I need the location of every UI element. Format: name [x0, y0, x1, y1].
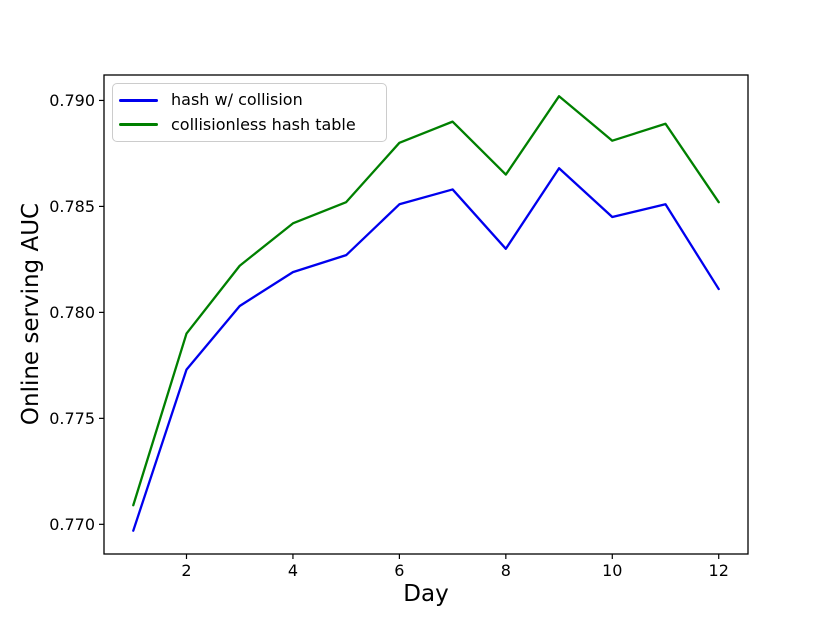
- x-tick-label: 6: [394, 561, 404, 580]
- x-tick-label: 12: [709, 561, 729, 580]
- legend: hash w/ collision collisionless hash tab…: [112, 83, 387, 142]
- axes-layer: 2 4 6 8 10 12 0.770 0.775 0.780 0.785 0.790: [49, 74, 749, 580]
- series-layer: [132, 95, 720, 532]
- x-tick-label: 8: [501, 561, 511, 580]
- x-tick-label: 2: [181, 561, 191, 580]
- y-axis-label: Online serving AUC: [18, 203, 44, 425]
- legend-line-sample-blue: [119, 98, 158, 102]
- y-tick-label: 0.785: [49, 197, 95, 216]
- series-line-hash-w-collision: [132, 167, 720, 532]
- y-tick-label: 0.780: [49, 303, 95, 322]
- axes-box: [103, 74, 749, 555]
- series-line-collisionless-hash-table: [132, 95, 720, 507]
- legend-item-hash-w-collision: hash w/ collision: [119, 88, 378, 113]
- legend-label-hash-w-collision: hash w/ collision: [171, 90, 303, 110]
- y-tick-label: 0.790: [49, 91, 95, 110]
- x-tick-label: 4: [288, 561, 298, 580]
- legend-item-collisionless-hash-table: collisionless hash table: [119, 113, 378, 138]
- legend-line-sample-green: [119, 123, 158, 127]
- x-tick-label: 10: [602, 561, 622, 580]
- y-tick-label: 0.770: [49, 515, 95, 534]
- y-tick-label: 0.775: [49, 409, 95, 428]
- x-axis-label: Day: [403, 581, 448, 607]
- legend-label-collisionless-hash-table: collisionless hash table: [171, 114, 356, 134]
